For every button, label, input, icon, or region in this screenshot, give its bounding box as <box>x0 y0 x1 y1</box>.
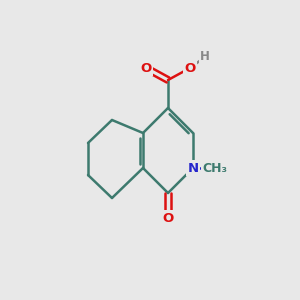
Text: O: O <box>162 212 174 224</box>
Text: N: N <box>188 161 199 175</box>
Text: O: O <box>140 61 152 74</box>
Text: O: O <box>184 61 196 74</box>
Text: H: H <box>200 50 210 64</box>
Text: CH₃: CH₃ <box>202 161 227 175</box>
